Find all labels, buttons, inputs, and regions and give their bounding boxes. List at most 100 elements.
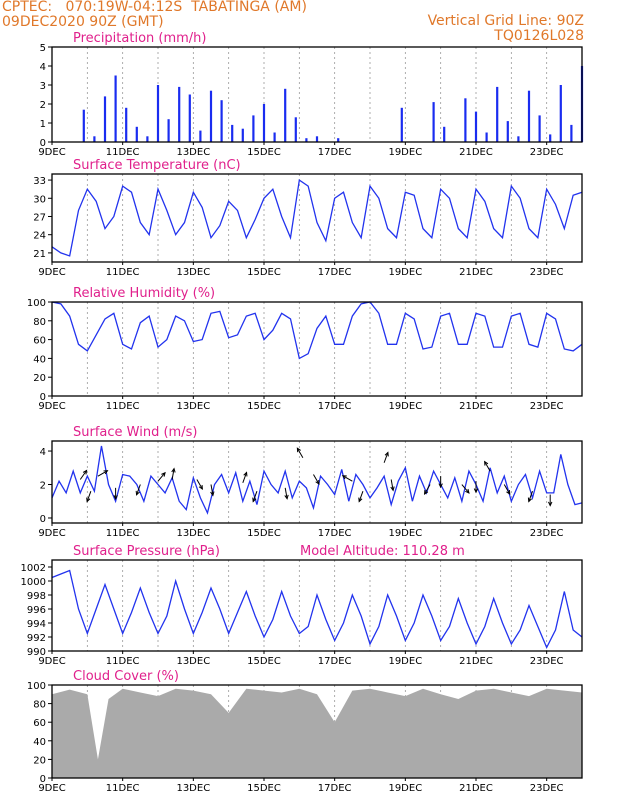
precip-bar [284,88,287,142]
x-tick-label: 9DEC [38,528,65,539]
x-tick-label: 17DEC [318,656,352,667]
wind-arrow-shaft [528,491,534,502]
y-tick-label: 100 [27,298,46,309]
station-info: CPTEC: 070:19W-04:12S TABATINGA (AM) [2,0,307,15]
panel-frame [51,173,583,263]
x-tick-label: 17DEC [318,147,352,158]
series-line [51,301,583,360]
y-tick-label: 4 [40,447,46,458]
wind-arrow-shaft [461,484,470,494]
x-tick-label: 11DEC [106,528,140,539]
x-tick-label: 13DEC [176,528,210,539]
wind-arrow-head [341,475,347,480]
y-tick-label: 60 [33,336,46,347]
wind-arrow-shaft [86,491,92,502]
x-tick-label: 17DEC [318,401,352,412]
panel-frame [51,559,583,652]
y-tick-label: 2 [40,481,46,492]
y-tick-label: 20 [33,373,46,384]
y-tick-label: 27 [33,212,46,223]
precip-bar [167,119,170,142]
y-tick-label: 1 [40,119,46,130]
x-tick-label: 23DEC [530,656,564,667]
precip-bar [294,117,297,142]
x-tick-label: 15DEC [247,656,281,667]
wind-arrow-shaft [252,491,258,502]
y-tick-label: 40 [33,354,46,365]
wind-arrow-head [315,479,320,485]
panel-annotation: Model Altitude: 110.28 m [300,544,465,559]
wind-arrow-shaft [342,475,353,482]
x-tick-label: 23DEC [530,783,564,794]
panel-title: Surface Pressure (hPa) [73,544,220,559]
wind-arrow-shaft [383,452,389,463]
wind-arrow-shaft [313,474,320,485]
precip-bar [464,98,467,142]
precip-bar [93,136,96,142]
x-tick-label: 23DEC [530,401,564,412]
precip-bar [82,109,85,142]
panel-title: Cloud Cover (%) [73,669,179,684]
y-tick-label: 996 [27,605,46,616]
wind-arrow-head [135,490,140,496]
x-tick-label: 13DEC [176,401,210,412]
precip-bar [146,136,149,142]
precip-bar [209,90,213,142]
x-tick-label: 9DEC [38,656,65,667]
wind-arrow-head [465,488,470,494]
x-tick-label: 21DEC [459,147,493,158]
panel-title: Surface Temperature (nC) [73,158,241,173]
precip-bar [538,115,541,142]
wind-arrow-shaft [196,479,203,490]
y-tick-label: 30 [33,194,46,205]
x-tick-label: 9DEC [38,267,65,278]
wind-arrow-shaft [484,461,491,472]
precip-bar [135,126,138,142]
wind-arrow-shaft [284,487,288,499]
precip-bar [262,104,266,142]
x-tick-label: 9DEC [38,401,65,412]
y-tick-label: 100 [27,681,46,692]
precip-bar [156,85,160,142]
y-tick-label: 60 [33,718,46,729]
precip-bar [443,126,446,142]
precip-bar [506,121,509,142]
y-tick-label: 4 [40,62,46,73]
y-tick-label: 40 [33,737,46,748]
series-line [51,569,583,650]
wind-arrow-head [473,488,479,494]
wind-arrow-shaft [157,472,166,482]
wind-arrow-head [103,470,109,475]
header-left: CPTEC: 070:19W-04:12S TABATINGA (AM) 09D… [2,0,307,30]
x-tick-label: 15DEC [247,783,281,794]
y-tick-label: 2 [40,100,46,111]
x-tick-label: 21DEC [459,783,493,794]
cloud-cover-area [52,688,582,778]
wind-arrow-head [243,471,248,477]
x-tick-label: 17DEC [318,528,352,539]
y-tick-label: 33 [33,176,46,187]
precip-bar [188,94,191,142]
x-tick-label: 21DEC [459,401,493,412]
wind-arrow-head [506,490,511,496]
y-tick-label: 0 [40,774,46,785]
x-tick-label: 9DEC [38,783,65,794]
x-tick-label: 19DEC [388,147,422,158]
y-tick-label: 1002 [21,563,46,574]
x-tick-label: 11DEC [106,656,140,667]
y-tick-label: 3 [40,81,46,92]
series-line [51,178,583,257]
precip-bar [252,115,255,142]
wind-arrow-head [390,486,395,492]
precip-bar [103,96,107,142]
x-tick-label: 21DEC [459,267,493,278]
wind-arrow-head [82,469,88,475]
precip-bar [220,100,223,142]
grid-line-info: Vertical Grid Line: 90Z [427,13,584,29]
precip-bar [527,90,531,142]
x-tick-label: 19DEC [388,401,422,412]
x-tick-label: 19DEC [388,267,422,278]
wind-arrow-head [161,471,166,477]
precip-bar [337,138,340,142]
